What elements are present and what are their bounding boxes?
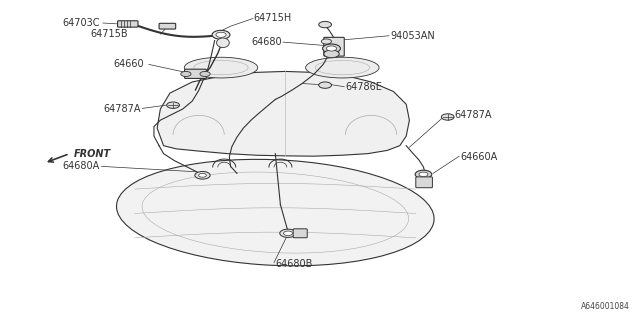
Polygon shape <box>216 38 229 48</box>
Circle shape <box>167 102 179 108</box>
Circle shape <box>216 32 226 37</box>
Text: 64660A: 64660A <box>461 152 498 162</box>
Circle shape <box>198 173 206 177</box>
Circle shape <box>284 231 292 236</box>
Circle shape <box>319 82 332 88</box>
Text: FRONT: FRONT <box>74 148 111 159</box>
FancyBboxPatch shape <box>184 69 206 78</box>
Text: 64680B: 64680B <box>275 259 313 268</box>
Text: 64680: 64680 <box>251 37 282 47</box>
Ellipse shape <box>184 57 258 78</box>
Text: A646001084: A646001084 <box>581 302 630 311</box>
Text: 64680A: 64680A <box>63 161 100 172</box>
Circle shape <box>326 46 337 51</box>
FancyBboxPatch shape <box>293 229 307 238</box>
Circle shape <box>212 30 230 39</box>
FancyBboxPatch shape <box>416 177 433 188</box>
FancyBboxPatch shape <box>159 23 175 29</box>
Text: 64715H: 64715H <box>253 13 291 23</box>
Circle shape <box>280 229 296 237</box>
Circle shape <box>415 170 432 179</box>
Ellipse shape <box>116 159 434 266</box>
Polygon shape <box>157 71 410 156</box>
FancyBboxPatch shape <box>324 37 344 56</box>
Circle shape <box>324 50 339 58</box>
Circle shape <box>195 172 210 179</box>
Text: 64786E: 64786E <box>346 82 383 92</box>
Text: 94053AN: 94053AN <box>390 31 435 41</box>
Circle shape <box>200 71 210 76</box>
FancyBboxPatch shape <box>118 21 138 27</box>
Circle shape <box>321 39 332 44</box>
Text: 64660: 64660 <box>114 60 145 69</box>
Circle shape <box>323 44 340 53</box>
Text: 64787A: 64787A <box>104 104 141 114</box>
Text: 64787A: 64787A <box>454 110 492 120</box>
Text: 64715B: 64715B <box>91 29 129 39</box>
Circle shape <box>319 21 332 28</box>
Circle shape <box>419 172 428 177</box>
Text: 64703C: 64703C <box>62 18 100 28</box>
Ellipse shape <box>306 57 379 78</box>
Circle shape <box>180 71 191 76</box>
Circle shape <box>442 114 454 120</box>
